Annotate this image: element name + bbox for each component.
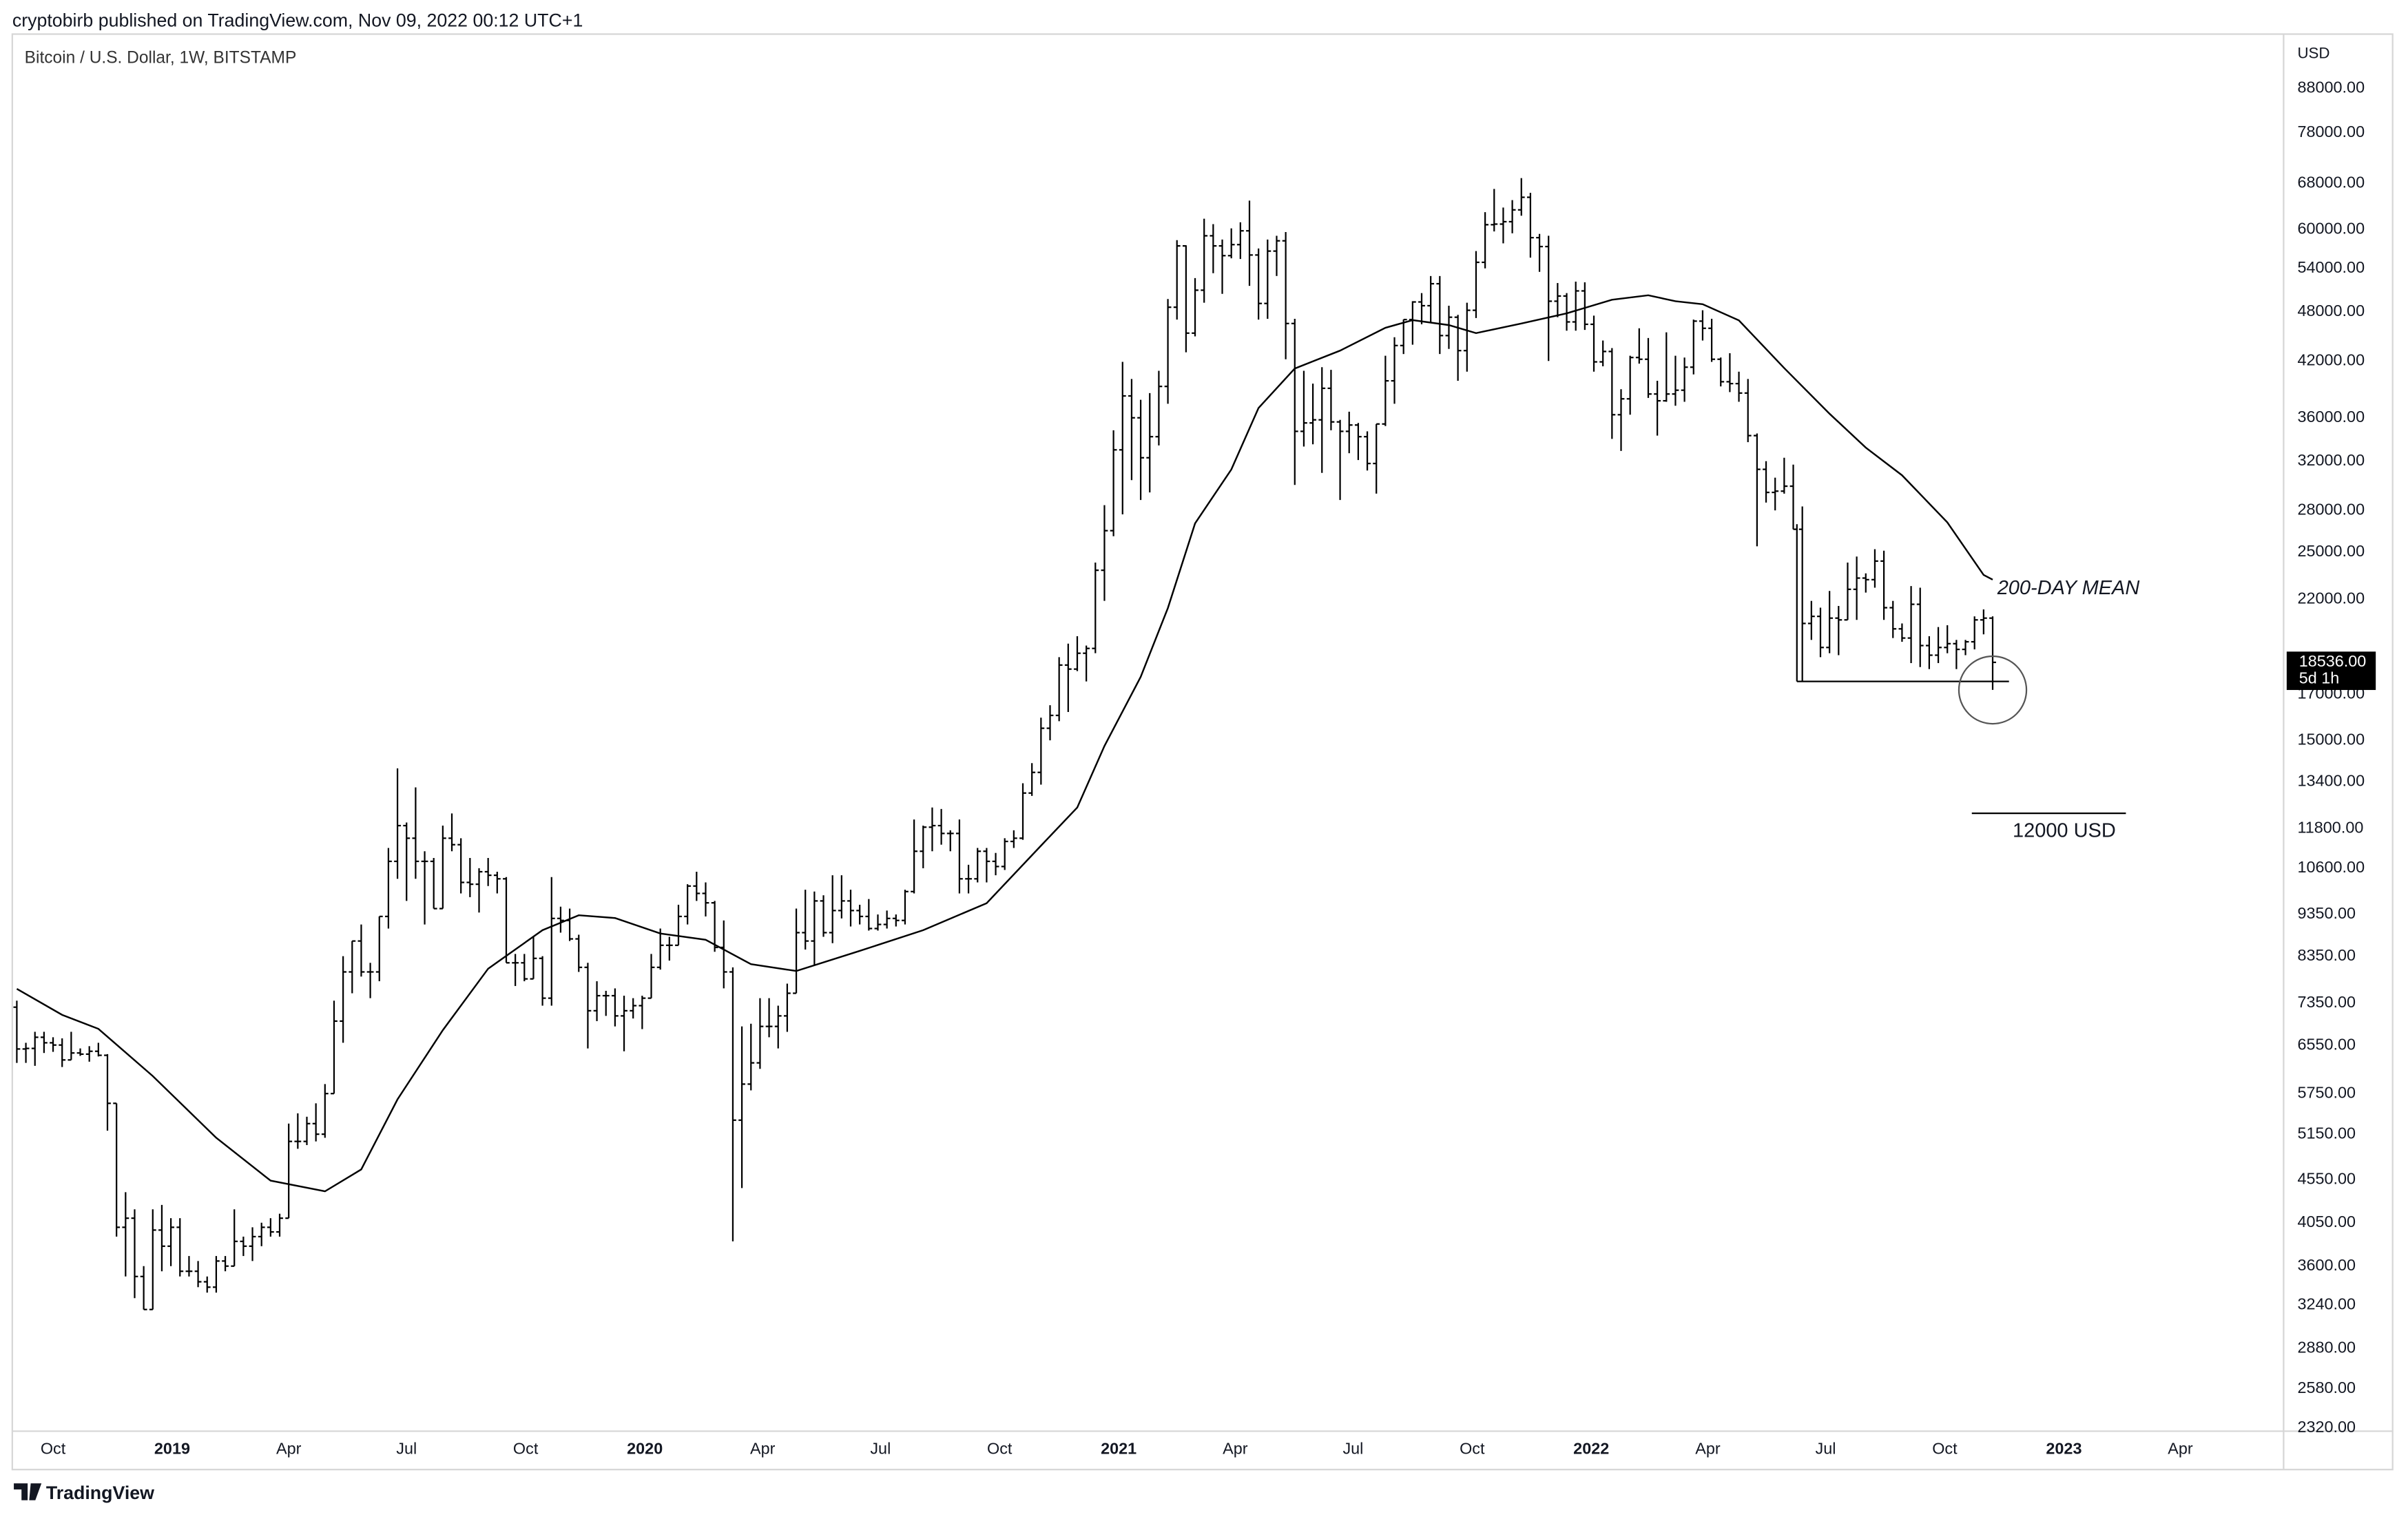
moving-average-label: 200-DAY MEAN [1997,577,2140,599]
x-tick-label: Oct [1932,1439,1958,1457]
y-tick-label: 2880.00 [2297,1338,2356,1356]
last-price-label: 18536.00 [2299,652,2367,670]
x-tick-label: Apr [276,1439,302,1457]
x-tick-label: Oct [513,1439,539,1457]
x-tick-label: Oct [41,1439,66,1457]
y-tick-label: 2580.00 [2297,1379,2356,1396]
y-tick-label: 2320.00 [2297,1418,2356,1436]
y-tick-label: 42000.00 [2297,350,2365,368]
y-tick-label: 22000.00 [2297,589,2365,607]
highlight-circle [1958,655,2028,725]
y-tick-label: 48000.00 [2297,302,2365,319]
x-tick-label: 2022 [1573,1439,1609,1457]
y-tick-label: 78000.00 [2297,123,2365,140]
y-tick-label: 9350.00 [2297,904,2356,922]
last-price-countdown: 5d 1h [2299,669,2340,687]
x-tick-label: Apr [2168,1439,2193,1457]
x-tick-label: Oct [1460,1439,1485,1457]
y-tick-label: 28000.00 [2297,500,2365,518]
chart-frame [11,33,2394,1471]
tradingview-logo [14,1483,42,1500]
y-tick-label: 13400.00 [2297,772,2365,790]
y-tick-label: 60000.00 [2297,220,2365,238]
x-tick-label: Jul [870,1439,891,1457]
x-tick-label: 2019 [154,1439,190,1457]
x-tick-label: 2023 [2046,1439,2082,1457]
moving-average-line [16,294,1993,1193]
y-tick-label: 88000.00 [2297,78,2365,96]
y-tick-label: 3240.00 [2297,1295,2356,1312]
y-tick-label: 6550.00 [2297,1036,2356,1054]
y-tick-label: 32000.00 [2297,451,2365,469]
target-label: 12000 USD [2013,820,2116,842]
y-tick-label: 68000.00 [2297,174,2365,191]
y-tick-label: 3600.00 [2297,1256,2356,1274]
x-tick-label: Apr [1695,1439,1721,1457]
x-tick-label: Apr [750,1439,776,1457]
y-tick-label: 4550.00 [2297,1170,2356,1188]
x-tick-label: Oct [987,1439,1013,1457]
last-price-box [2286,651,2376,691]
y-tick-label: 5150.00 [2297,1124,2356,1142]
y-tick-label: 5750.00 [2297,1083,2356,1101]
y-tick-label: 36000.00 [2297,408,2365,426]
y-tick-label: 10600.00 [2297,858,2365,876]
y-tick-label: 15000.00 [2297,730,2365,748]
y-tick-label: 8350.00 [2297,946,2356,964]
y-axis-unit: USD [2297,44,2329,61]
x-tick-label: 2020 [627,1439,663,1457]
y-tick-label: 7350.00 [2297,993,2356,1011]
chart-title: Bitcoin / U.S. Dollar, 1W, BITSTAMP [25,49,297,67]
y-tick-label: 4050.00 [2297,1213,2356,1230]
x-tick-label: 2021 [1101,1439,1136,1457]
x-tick-label: Apr [1223,1439,1248,1457]
y-tick-label: 54000.00 [2297,258,2365,276]
x-tick-label: Jul [396,1439,417,1457]
publish-header: cryptobirb published on TradingView.com,… [12,10,583,31]
x-tick-label: Jul [1342,1439,1363,1457]
x-tick-label: Jul [1816,1439,1836,1457]
y-tick-label: 25000.00 [2297,542,2365,560]
footer-brand: TradingView [46,1483,154,1503]
y-tick-label: 11800.00 [2297,819,2363,837]
